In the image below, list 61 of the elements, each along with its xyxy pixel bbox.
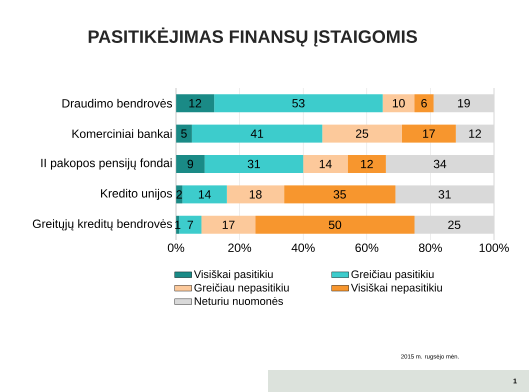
bar — [256, 216, 415, 234]
x-tick-label: 0% — [168, 244, 184, 252]
data-label: 5 — [181, 129, 187, 138]
bar — [179, 216, 202, 234]
y-tick-label: Kredito unijos — [101, 188, 172, 200]
y-tick-label: Draudimo bendrovės — [62, 98, 172, 108]
bar — [382, 94, 415, 112]
data-label: 10 — [392, 98, 405, 108]
bar — [414, 94, 434, 112]
bar — [176, 124, 192, 143]
chart-title: PASITIKĖJIMAS FINANSŲ ĮSTAIGOMIS — [88, 27, 417, 47]
data-label: 12 — [361, 160, 373, 168]
data-label: 25 — [356, 129, 368, 138]
bar — [176, 155, 205, 174]
x-tick-label: 80% — [418, 244, 442, 252]
x-tick-label: 20% — [228, 244, 252, 252]
data-label: 14 — [320, 160, 332, 168]
bar — [214, 94, 383, 112]
x-tick-label: 100% — [480, 244, 509, 252]
data-label: 12 — [189, 99, 202, 108]
data-label: 53 — [292, 98, 305, 108]
data-label: 14 — [198, 190, 211, 199]
bar — [322, 124, 402, 143]
bar — [456, 124, 494, 143]
x-tick-label: 60% — [355, 244, 378, 252]
bar — [402, 124, 456, 143]
bar — [201, 216, 256, 234]
data-label: 35 — [334, 190, 346, 199]
data-label: 6 — [421, 98, 427, 108]
data-label: 17 — [222, 220, 235, 229]
bar — [434, 94, 494, 112]
data-label: 31 — [438, 190, 451, 199]
data-label: 41 — [250, 129, 264, 138]
data-label: 25 — [448, 220, 460, 230]
bar — [303, 155, 348, 174]
data-label: 9 — [188, 160, 194, 168]
bar — [348, 155, 386, 174]
bar — [284, 185, 396, 204]
data-label: 2 — [176, 190, 182, 199]
data-label: 12 — [469, 129, 481, 138]
legend-label: Visiškai pasitikiu — [194, 270, 273, 280]
data-label: 17 — [423, 129, 435, 138]
bar — [182, 185, 227, 204]
data-label: 18 — [250, 190, 262, 199]
data-label: 7 — [188, 220, 194, 229]
data-label: 31 — [248, 160, 260, 168]
y-tick-label: Greitųjų kreditų bendrovės — [32, 219, 172, 230]
y-tick-label: Komerciniai bankai — [72, 129, 172, 138]
x-tick-label: 40% — [292, 244, 315, 252]
legend-label: Greičiau pasitikiu — [351, 270, 434, 280]
y-tick-label: II pakopos pensijų fondai — [41, 158, 172, 170]
data-label: 19 — [458, 98, 470, 108]
legend-label: Visiškai nepasitikiu — [350, 283, 442, 294]
bar — [226, 185, 284, 204]
legend-label: Greičiau nepasitikiu — [194, 283, 289, 294]
bar — [204, 155, 304, 174]
data-label: 50 — [328, 220, 342, 230]
data-label: 34 — [434, 160, 446, 168]
legend-label: Neturiu nuomonės — [194, 296, 283, 305]
bar — [192, 124, 322, 143]
bar — [176, 94, 214, 112]
